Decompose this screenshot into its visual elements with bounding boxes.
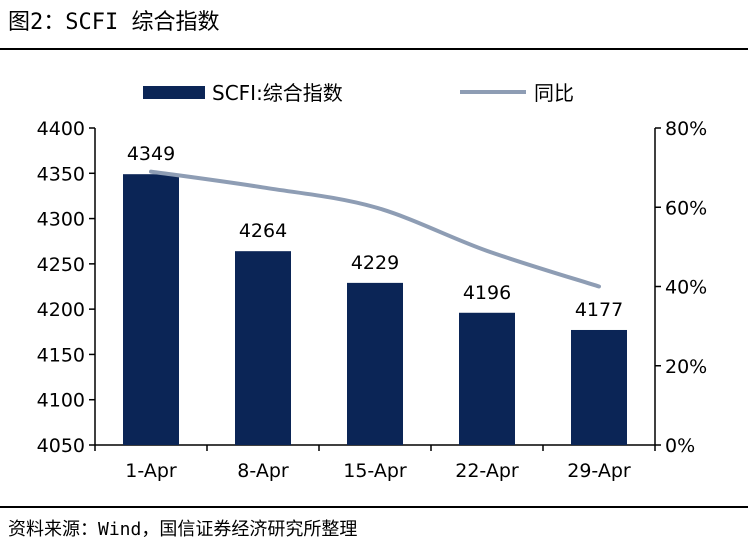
bar [571,329,627,445]
x-tick-label: 8-Apr [237,460,289,482]
chart: SCFI:综合指数 同比 4050 4100 4150 4200 4250 4300 435… [37,81,708,482]
x-tick-label: 1-Apr [125,460,177,482]
left-tick-label: 4300 [37,209,85,231]
legend-line-label: 同比 [534,81,574,105]
legend-bar-swatch [143,86,205,99]
source-note: 资料来源：Wind，国信证券经济研究所整理 [8,519,358,540]
right-tick-label: 60% [665,197,707,219]
bar [235,251,291,445]
right-tick-label: 80% [665,118,707,140]
left-tick-label: 4350 [37,163,85,185]
right-tick-label: 0% [665,435,695,457]
figure-title: 图2：SCFI 综合指数 [8,10,220,35]
bottom-rule [0,506,748,508]
data-labels: 4349 4264 4229 4196 4177 [127,143,623,321]
left-tick-label: 4250 [37,254,85,276]
data-label: 4264 [239,220,287,242]
yoy-line-series [149,169,601,289]
legend: SCFI:综合指数 同比 [143,81,574,105]
yoy-line [149,169,601,289]
top-rule [0,48,748,50]
left-tick-label: 4100 [37,390,85,412]
data-label: 4229 [351,252,399,274]
bar [347,282,403,445]
bar [459,312,515,445]
data-label: 4177 [575,299,623,321]
x-tick-label: 15-Apr [343,460,407,482]
bar [123,174,179,446]
right-tick-label: 20% [665,356,707,378]
left-tick-label: 4150 [37,344,85,366]
legend-bar-label: SCFI:综合指数 [212,81,343,105]
left-tick-label: 4400 [37,118,85,140]
x-tick-label: 29-Apr [567,460,631,482]
data-label: 4196 [463,282,511,304]
x-tick-label: 22-Apr [455,460,519,482]
axes: 4050 4100 4150 4200 4250 4300 4350 4400 0% 20% 40%… [37,118,708,482]
right-tick-label: 40% [665,277,707,299]
left-tick-label: 4200 [37,299,85,321]
data-label: 4349 [127,143,175,165]
left-tick-label: 4050 [37,435,85,457]
bars [123,174,627,446]
